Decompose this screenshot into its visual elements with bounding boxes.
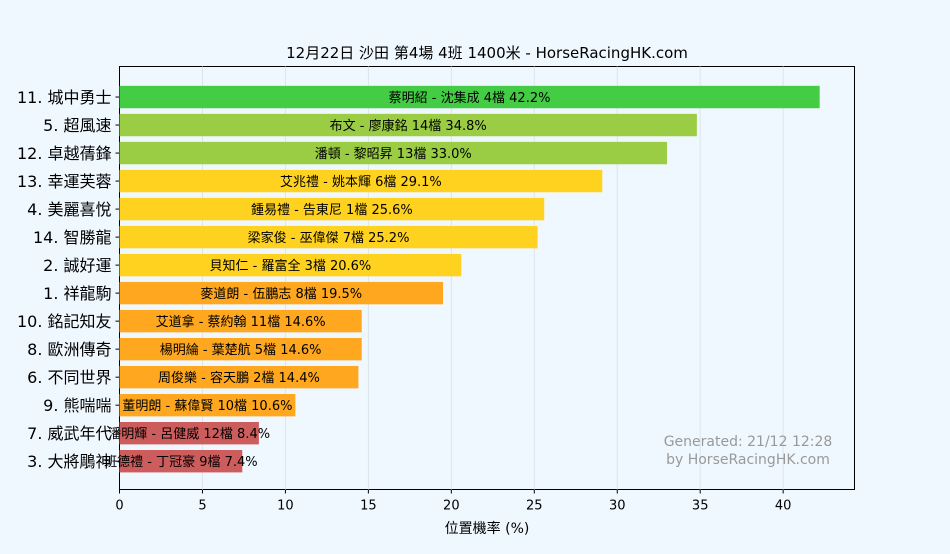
y-tick-label: 8. 歐洲傳奇 — [27, 340, 111, 359]
bar-label: 鍾易禮 - 告東尼 1檔 25.6% — [251, 202, 413, 218]
bar — [119, 281, 444, 305]
bar-label: 班德禮 - 丁冠豪 9檔 7.4% — [104, 454, 258, 470]
watermark-site: by HorseRacingHK.com — [666, 452, 830, 468]
y-tick-label: 10. 銘記知友 — [17, 312, 112, 331]
x-axis-label: 位置機率 (%) — [445, 520, 530, 537]
x-tick-label: 30 — [609, 499, 626, 514]
x-axis-ticks: 0 5 10 15 20 25 30 35 40 — [115, 489, 792, 514]
bar — [119, 169, 603, 193]
grid-lines — [201, 66, 784, 490]
plot-area — [119, 66, 855, 490]
bar — [119, 141, 668, 165]
y-tick-label: 3. 大將鵰神 — [27, 452, 111, 471]
watermark-generated: Generated: 21/12 12:28 — [664, 434, 833, 450]
y-tick-label: 1. 祥龍駒 — [43, 284, 111, 303]
y-tick-label: 13. 幸運芙蓉 — [17, 172, 112, 191]
bar-label: 麥道朗 - 伍鵬志 8檔 19.5% — [200, 286, 362, 302]
chart-title: 12月22日 沙田 第4場 4班 1400米 - HorseRacingHK.c… — [286, 44, 688, 62]
bar-label: 周俊樂 - 容天鵬 2檔 14.4% — [158, 370, 320, 386]
bars-group — [119, 85, 820, 473]
y-tick-label: 14. 智勝龍 — [33, 228, 112, 247]
x-tick-label: 35 — [692, 499, 709, 514]
bar-label: 艾道拿 - 蔡約翰 11檔 14.6% — [156, 314, 326, 330]
bar — [119, 309, 362, 333]
bar — [119, 337, 362, 361]
bar — [119, 450, 243, 473]
bar-label: 艾兆禮 - 姚本輝 6檔 29.1% — [280, 175, 442, 190]
bar-label: 蔡明紹 - 沈集成 4檔 42.2% — [389, 90, 551, 106]
x-tick-label: 25 — [526, 499, 543, 514]
y-tick-label: 12. 卓越蒨鋒 — [17, 144, 112, 163]
bar — [119, 197, 545, 221]
y-tick-label: 11. 城中勇士 — [17, 88, 112, 107]
bar — [119, 113, 697, 137]
y-tick-label: 4. 美麗喜悅 — [27, 200, 111, 219]
bar-label: 潘明輝 - 呂健威 12檔 8.4% — [108, 427, 270, 442]
x-tick-label: 5 — [198, 499, 206, 514]
bar-label: 梁家俊 - 巫偉傑 7檔 25.2% — [248, 230, 410, 246]
y-tick-label: 2. 誠好運 — [43, 256, 111, 275]
bar-label: 潘頓 - 黎昭昇 13檔 33.0% — [315, 147, 472, 162]
x-tick-label: 15 — [360, 499, 377, 514]
bar-label: 董明朗 - 蘇偉賢 10檔 10.6% — [122, 399, 292, 414]
bar — [119, 393, 296, 417]
bar — [119, 421, 259, 445]
x-tick-label: 10 — [277, 499, 294, 514]
bar-label: 布文 - 廖康銘 14檔 34.8% — [330, 118, 487, 134]
bar-label: 貝知仁 - 羅富全 3檔 20.6% — [209, 258, 371, 274]
bar-labels-group: 蔡明紹 - 沈集成 4檔 42.2% 布文 - 廖康銘 14檔 34.8% 潘頓 -… — [104, 90, 550, 470]
bar — [119, 365, 359, 389]
bar — [119, 253, 462, 277]
y-axis-labels: 11. 城中勇士 5. 超風速 12. 卓越蒨鋒 13. 幸運芙蓉 4. 美麗喜悅 14.… — [17, 88, 120, 471]
x-tick-label: 0 — [115, 499, 123, 514]
x-tick-label: 40 — [775, 499, 792, 514]
bar — [119, 85, 820, 109]
x-tick-label: 20 — [443, 499, 460, 514]
bar — [119, 225, 538, 249]
y-tick-label: 9. 熊喘喘 — [43, 396, 111, 415]
y-tick-label: 6. 不同世界 — [27, 368, 111, 387]
y-tick-label: 7. 威武年代 — [27, 424, 111, 443]
y-tick-label: 5. 超風速 — [43, 116, 111, 135]
bar-label: 楊明綸 - 葉楚航 5檔 14.6% — [160, 342, 322, 358]
